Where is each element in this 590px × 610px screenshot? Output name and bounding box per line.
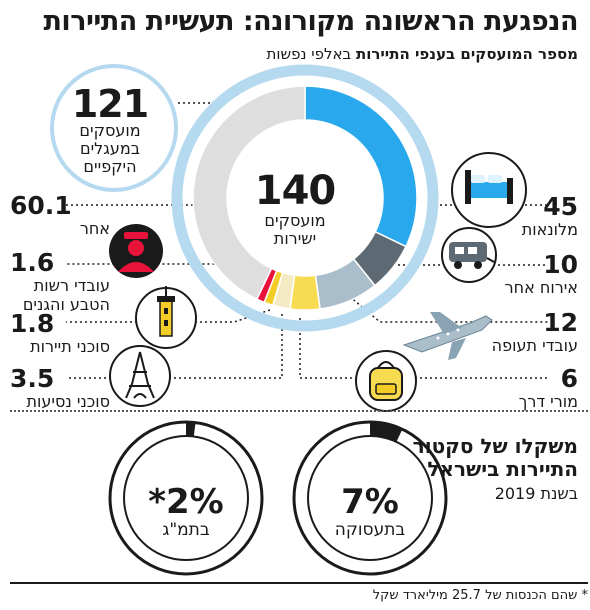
footnote: * שהם הכנסות של 25.7 מיליארד שקל — [372, 588, 588, 603]
employment-wedge — [370, 422, 403, 442]
label-other-lodging-value: 10 — [543, 250, 578, 279]
donut-slice-7 — [192, 85, 306, 301]
industry-label-line3: היקפיים — [83, 157, 137, 176]
weight-circles — [108, 420, 448, 576]
bottom-rule — [10, 582, 588, 584]
label-hotels: 45 מלונאות — [521, 192, 578, 240]
tour-icon-group — [135, 286, 197, 349]
center-label-line2: ישירות — [273, 229, 317, 248]
lodging-icon-group — [441, 227, 497, 283]
bed-icon — [465, 170, 513, 204]
industry-value: 121 — [71, 82, 149, 126]
weight-year: בשנת 2019 — [494, 484, 578, 503]
weight-title-line2: התיירות בישראל — [427, 457, 578, 481]
center-label: מועסקים ישירות — [240, 212, 350, 248]
gdp-wedge — [186, 422, 196, 437]
label-other: 60.1 אחר — [10, 191, 110, 239]
center-value: 140 — [254, 168, 337, 214]
weight-title: משקלו של סקטור התיירות בישראל — [378, 435, 578, 481]
label-parks-name-1: עובדי רשות — [33, 276, 110, 295]
label-guides: 6 מורי דרך — [518, 364, 578, 412]
label-tour-agents-name: סוכני תיירות — [30, 337, 110, 356]
label-travel-agents-name: סוכני נסיעות — [26, 392, 110, 411]
leader-guides — [299, 318, 548, 379]
label-parks-value: 1.6 — [10, 248, 55, 277]
industry-ring — [171, 64, 439, 332]
label-other-name: אחר — [79, 219, 110, 238]
airplane-icon — [402, 312, 493, 360]
label-tour-agents: 1.8 סוכני תיירות — [10, 309, 110, 357]
donut-slices — [192, 85, 418, 311]
leader-travel — [66, 314, 283, 379]
weight-title-line1: משקלו של סקטור — [412, 434, 578, 458]
subtitle-rest: באלפי נפשות — [266, 45, 356, 63]
emp-wedge-arc — [370, 422, 403, 442]
travel-icon-group — [109, 345, 171, 407]
section-divider — [10, 410, 588, 412]
label-travel-agents: 3.5 סוכני נסיעות — [10, 364, 110, 412]
page-subtitle: מספר המועסקים בענפי התיירות באלפי נפשות — [267, 45, 578, 63]
center-label-line1: מועסקים — [264, 211, 326, 230]
label-aviation-name: עובדי תעופה — [491, 336, 578, 355]
gdp-label: בתמ"ג — [162, 520, 210, 540]
eiffel-tower-icon — [125, 351, 155, 399]
industry-label-line1: מועסקים — [79, 121, 141, 140]
label-parks: 1.6 עובדי רשות הטבע והגנים — [10, 248, 110, 315]
label-other-lodging-name: אירוח אחר — [504, 278, 578, 297]
label-other-lodging: 10 אירוח אחר — [504, 250, 578, 298]
page-title: הנפגעת הראשונה מקורונה: תעשיית התיירות — [43, 6, 578, 37]
employment-value: 7% — [341, 482, 399, 522]
tower-icon — [157, 286, 175, 337]
label-hotels-value: 45 — [543, 192, 578, 221]
label-travel-agents-value: 3.5 — [10, 364, 55, 393]
guides-icon-group — [355, 350, 417, 412]
label-parks-name-2: הטבע והגנים — [22, 295, 110, 314]
subtitle-bold: מספר המועסקים בענפי התיירות — [355, 45, 578, 63]
employment-label: בתעסוקה — [334, 520, 406, 540]
hotel-icon-group — [451, 152, 527, 228]
parks-icon-group — [109, 224, 163, 278]
label-other-value: 60.1 — [10, 191, 72, 220]
industry-label-line2: במעגלים — [79, 139, 140, 158]
label-tour-agents-value: 1.8 — [10, 309, 55, 338]
gdp-wedge-arc — [186, 422, 196, 437]
label-aviation-value: 12 — [543, 308, 578, 337]
label-aviation: 12 עובדי תעופה — [491, 308, 578, 356]
industry-label: מועסקים במעגלים היקפיים — [45, 122, 175, 176]
leader-aviation — [341, 289, 548, 323]
industry-circle — [50, 64, 178, 192]
label-guides-value: 6 — [560, 364, 578, 393]
caravan-icon — [449, 242, 495, 269]
label-hotels-name: מלונאות — [521, 220, 578, 239]
ranger-icon — [118, 232, 154, 272]
backpack-icon — [369, 361, 403, 401]
gdp-value: *2% — [148, 482, 224, 522]
label-guides-name: מורי דרך — [518, 392, 578, 411]
